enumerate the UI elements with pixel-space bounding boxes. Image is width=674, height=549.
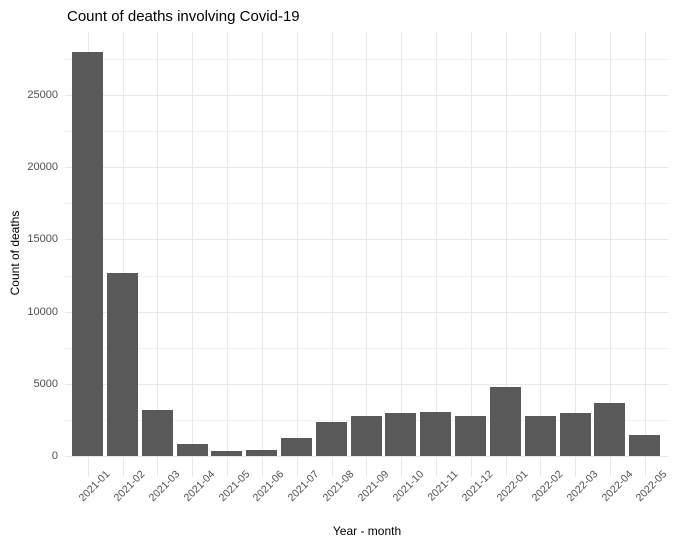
x-tick-label: 2021-05 <box>216 468 252 505</box>
gridline-major-x <box>227 32 228 477</box>
gridline-major-x <box>575 32 576 477</box>
bar-2021-12 <box>455 416 486 456</box>
x-tick-label: 2021-06 <box>250 468 287 505</box>
bar-2021-10 <box>385 413 416 456</box>
gridline-major-x <box>192 32 193 477</box>
chart-title: Count of deaths involving Covid-19 <box>67 8 300 25</box>
x-tick-label: 2022-02 <box>529 468 566 505</box>
bar-2021-11 <box>420 412 451 456</box>
x-tick-label: 2021-03 <box>146 468 183 505</box>
gridline-major-x <box>262 32 263 477</box>
x-tick-label: 2021-11 <box>425 468 461 504</box>
bar-2021-03 <box>142 410 173 456</box>
bar-2022-03 <box>560 413 591 456</box>
x-tick-label: 2022-03 <box>564 468 601 505</box>
bar-2021-02 <box>107 273 138 456</box>
bar-2021-09 <box>351 416 382 456</box>
x-tick-label: 2022-05 <box>633 468 670 505</box>
bar-2022-01 <box>490 387 521 456</box>
y-tick-label: 15000 <box>27 233 58 245</box>
bar-2021-08 <box>316 422 347 456</box>
bar-2022-02 <box>525 416 556 456</box>
x-tick-label: 2021-07 <box>285 468 322 505</box>
y-tick-label: 25000 <box>27 89 58 101</box>
x-tick-label: 2021-04 <box>181 468 218 505</box>
bar-2021-07 <box>281 438 312 456</box>
bar-2021-06 <box>246 450 277 456</box>
gridline-major-x <box>436 32 437 477</box>
y-tick-label: 5000 <box>33 378 58 390</box>
gridline-major-x <box>401 32 402 477</box>
x-tick-label: 2021-08 <box>320 468 357 505</box>
x-tick-label: 2022-04 <box>599 468 635 505</box>
gridline-major-x <box>366 32 367 477</box>
x-axis-title: Year - month <box>332 524 402 538</box>
bar-2022-04 <box>594 403 625 456</box>
bar-2021-01 <box>72 52 103 456</box>
gridline-major-x <box>506 32 507 477</box>
gridline-major-x <box>645 32 646 477</box>
y-tick-label: 0 <box>51 450 58 462</box>
x-tick-label: 2022-01 <box>494 468 531 505</box>
gridline-major-x <box>610 32 611 477</box>
x-tick-label: 2021-09 <box>355 468 392 505</box>
x-tick-label: 2021-10 <box>390 468 426 505</box>
gridline-major-x <box>297 32 298 477</box>
y-axis-title: Count of deaths <box>8 210 22 296</box>
gridline-major-x <box>123 32 124 477</box>
gridline-major-x <box>540 32 541 477</box>
bar-2022-05 <box>629 435 660 456</box>
bar-2021-04 <box>177 444 208 456</box>
x-tick-label: 2021-02 <box>111 468 148 505</box>
gridline-major-x <box>332 32 333 477</box>
y-tick-label: 10000 <box>27 306 58 318</box>
y-tick-label: 20000 <box>27 161 58 173</box>
gridline-major-x <box>157 32 158 477</box>
gridline-major-x <box>471 32 472 477</box>
x-tick-label: 2021-01 <box>76 468 113 505</box>
x-tick-label: 2021-12 <box>459 468 496 505</box>
bar-2021-05 <box>211 451 242 456</box>
